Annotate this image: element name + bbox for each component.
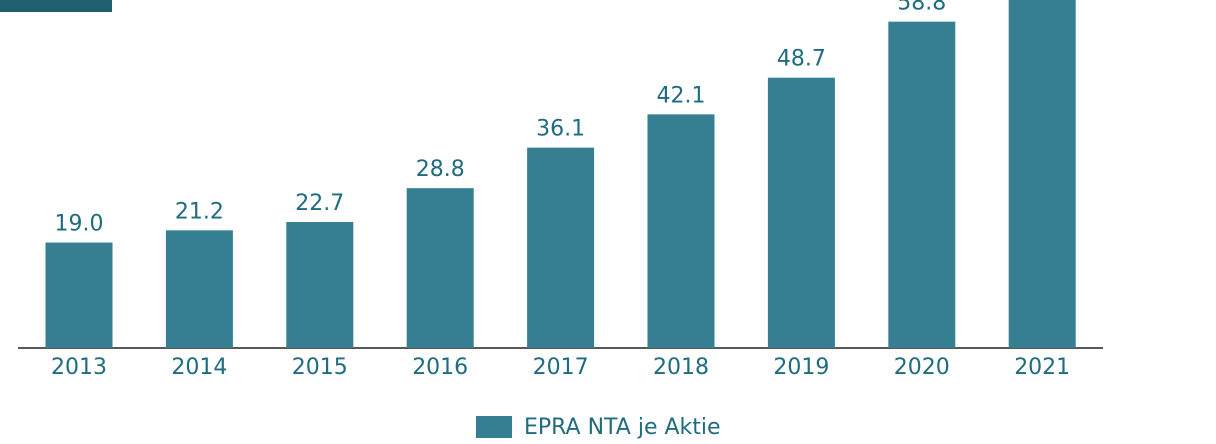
bar [1008,0,1076,349]
x-tick-label: 2015 [292,355,348,380]
x-tick-label: 2020 [894,355,950,380]
bar [406,188,474,348]
data-label: 42.1 [657,83,706,108]
bar [286,222,354,348]
data-label: 48.7 [777,47,826,72]
data-label: 22.7 [295,191,344,216]
x-tick-label: 2021 [1014,355,1070,380]
x-tick-label: 2018 [653,355,709,380]
x-tick-label: 2016 [412,355,468,380]
bar [647,114,715,348]
bar [527,147,595,348]
header-block [0,0,112,12]
legend-label: EPRA NTA je Aktie [524,415,721,440]
bar [888,21,956,348]
x-tick-label: 2014 [171,355,227,380]
data-label: 19.0 [55,212,104,237]
data-label: 58.8 [897,0,946,16]
bar [45,242,113,348]
bar [165,230,233,348]
legend-swatch [476,416,512,438]
bar [767,77,835,349]
data-label: 36.1 [536,117,585,142]
x-tick-label: 2013 [51,355,107,380]
x-tick-label: 2017 [533,355,589,380]
data-label: 28.8 [416,157,465,182]
x-tick-label: 2019 [773,355,829,380]
data-label: 21.2 [175,199,224,224]
